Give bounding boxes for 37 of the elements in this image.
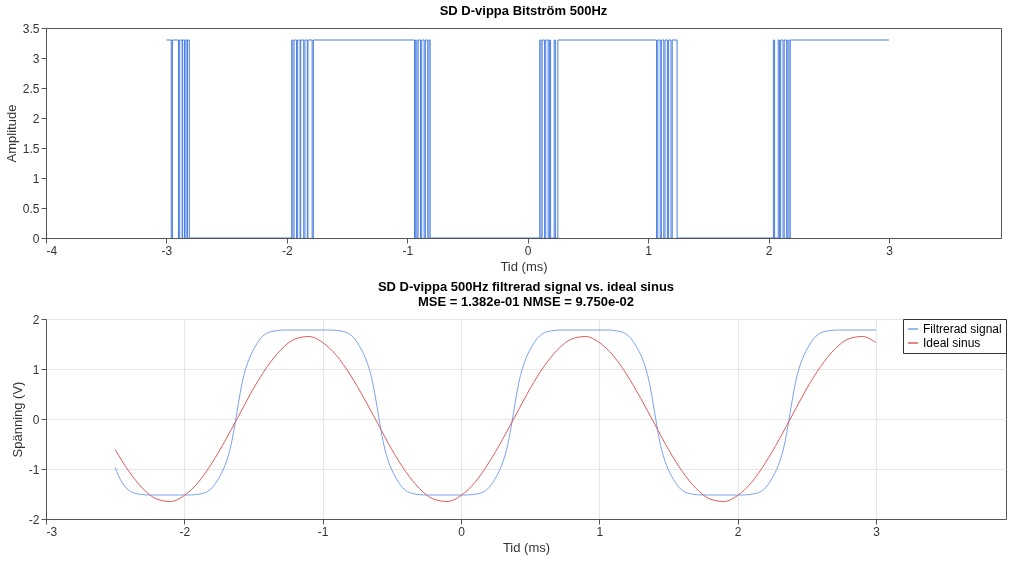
x-tick-label: -1 (402, 243, 414, 258)
x-tick-label: -4 (46, 243, 58, 258)
y-tick-label: -2 (28, 512, 40, 527)
chart-subtitle: MSE = 1.382e-01 NMSE = 9.750e-02 (417, 294, 635, 309)
chart-title: SD D-vippa Bitström 500Hz (439, 3, 608, 18)
y-tick-label: 2.5 (22, 81, 40, 96)
y-tick-label: 1 (32, 171, 40, 186)
x-tick-label: -2 (179, 524, 191, 539)
x-tick-label: 0 (458, 524, 466, 539)
y-tick-label: 2 (32, 111, 40, 126)
x-tick-label: 1 (596, 524, 604, 539)
x-tick-label: 3 (873, 524, 881, 539)
y-tick-label: 3.5 (22, 21, 40, 36)
y-tick-label: 0 (32, 412, 40, 427)
x-axis-title: Tid (ms) (502, 539, 551, 555)
x-tick-label: -2 (282, 243, 294, 258)
y-tick-label: 0 (32, 231, 40, 246)
y-tick-label: 2 (32, 312, 40, 327)
y-tick-label: 1.5 (22, 141, 40, 156)
x-tick-label: 2 (765, 243, 773, 258)
x-tick-label: 3 (886, 243, 894, 258)
x-axis-title: Tid (ms) (500, 258, 548, 274)
x-tick-label: 0 (524, 243, 532, 258)
legend-label: Ideal sinus (923, 336, 981, 350)
x-tick-label: -3 (46, 524, 58, 539)
chart-title: SD D-vippa 500Hz filtrerad signal vs. ideal sinus (377, 279, 675, 294)
y-tick-label: -1 (28, 462, 40, 477)
y-tick-label: 3 (32, 51, 40, 66)
x-tick-label: -1 (317, 524, 329, 539)
x-tick-label: 2 (734, 524, 742, 539)
y-axis-title: Amplitude (3, 104, 19, 163)
y-tick-label: 0.5 (22, 201, 40, 216)
legend-label: Filtrerad signal (923, 322, 1002, 336)
y-axis-title: Spänning (V) (9, 381, 25, 458)
x-tick-label: 1 (645, 243, 653, 258)
y-tick-label: 1 (32, 362, 40, 377)
x-tick-label: -3 (161, 243, 173, 258)
